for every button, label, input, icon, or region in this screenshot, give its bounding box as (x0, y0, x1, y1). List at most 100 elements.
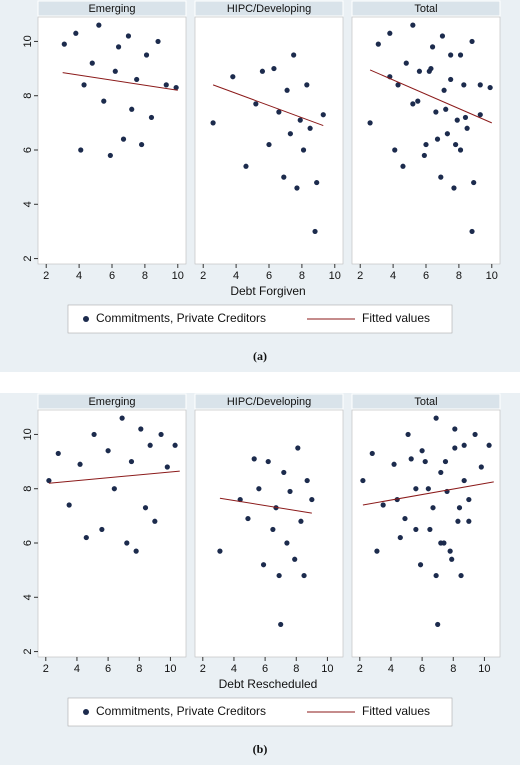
data-point (101, 98, 107, 104)
data-point (287, 488, 293, 495)
x-tick-label: 2 (200, 663, 206, 675)
data-point (380, 502, 386, 508)
x-tick-label: 2 (43, 663, 49, 675)
x-tick-label: 2 (357, 270, 363, 282)
x-tick-label: 10 (329, 270, 341, 282)
data-point (397, 534, 403, 541)
x-tick-label: 8 (299, 270, 305, 282)
data-point (284, 87, 290, 93)
y-tick-label: 4 (22, 594, 34, 600)
data-point (260, 562, 267, 568)
x-tick-label: 4 (231, 663, 237, 675)
data-point (410, 22, 416, 28)
data-point (105, 448, 111, 454)
data-point (415, 98, 421, 104)
data-point (314, 179, 320, 186)
plot-area (37, 409, 187, 658)
data-point (466, 496, 472, 503)
data-point (477, 82, 483, 88)
data-point (312, 228, 318, 235)
data-point (301, 572, 307, 579)
y-tick-label: 2 (22, 649, 34, 655)
data-point (443, 106, 449, 112)
caption: (a) (253, 349, 267, 363)
data-point (107, 152, 113, 159)
data-point (451, 185, 457, 191)
x-tick-label: 8 (142, 270, 148, 282)
x-tick-label: 4 (74, 663, 80, 675)
data-point (487, 84, 493, 91)
x-tick-label: 10 (164, 663, 176, 675)
data-point (265, 458, 271, 465)
panel-strip (37, 393, 187, 410)
data-point (423, 141, 429, 148)
data-point (119, 415, 125, 421)
data-point (291, 52, 297, 58)
data-point (143, 52, 150, 58)
data-point (457, 147, 464, 153)
data-point (259, 68, 266, 74)
data-point (172, 442, 178, 448)
x-tick-label: 6 (419, 663, 425, 675)
x-tick-label: 4 (390, 270, 396, 282)
data-point (304, 82, 310, 88)
data-point (297, 117, 303, 123)
data-point (304, 477, 310, 484)
data-point (281, 174, 287, 180)
panel-title: Emerging (88, 396, 135, 408)
data-point (441, 87, 447, 93)
data-point (430, 505, 436, 511)
data-point (435, 621, 441, 628)
data-point (452, 445, 458, 451)
data-point (486, 442, 492, 448)
data-point (73, 30, 79, 36)
data-point (89, 60, 95, 66)
data-point (441, 540, 447, 546)
data-point (448, 52, 454, 58)
panel-strip (194, 393, 344, 410)
y-tick-label: 6 (22, 147, 34, 153)
plot-area (194, 409, 344, 658)
data-point (66, 502, 72, 508)
fitted-line (219, 497, 312, 514)
data-point (147, 442, 153, 448)
data-point (369, 450, 375, 457)
x-tick-label: 2 (200, 270, 206, 282)
data-point (139, 141, 145, 148)
panel-title: Emerging (88, 3, 135, 15)
caption: (b) (253, 742, 268, 756)
data-point (111, 486, 117, 492)
data-point (133, 548, 139, 554)
x-tick-label: 4 (388, 663, 394, 675)
legend-label: Fitted values (362, 704, 430, 718)
data-point (251, 456, 257, 462)
data-point (410, 101, 416, 107)
data-point (298, 518, 304, 524)
x-tick-label: 10 (321, 663, 333, 675)
x-tick-label: 6 (266, 270, 272, 282)
data-point (270, 526, 276, 533)
data-point (320, 112, 326, 118)
data-point (77, 461, 83, 467)
x-tick-label: 8 (293, 663, 299, 675)
data-point (456, 505, 463, 511)
data-point (457, 52, 464, 58)
y-tick-label: 8 (22, 93, 34, 99)
panel-title: Total (414, 396, 437, 408)
data-point (375, 41, 381, 47)
data-point (478, 464, 484, 470)
data-point (429, 44, 436, 50)
data-point (458, 572, 464, 579)
data-point (230, 74, 236, 80)
data-point (164, 464, 170, 470)
data-point (392, 147, 398, 153)
data-point (444, 131, 450, 137)
legend-label: Commitments, Private Creditors (96, 704, 266, 718)
data-point (81, 82, 87, 88)
x-tick-label: 10 (486, 270, 498, 282)
data-point (461, 442, 467, 448)
y-tick-label: 8 (22, 486, 34, 492)
data-point (46, 477, 52, 484)
fitted-line (369, 69, 492, 124)
